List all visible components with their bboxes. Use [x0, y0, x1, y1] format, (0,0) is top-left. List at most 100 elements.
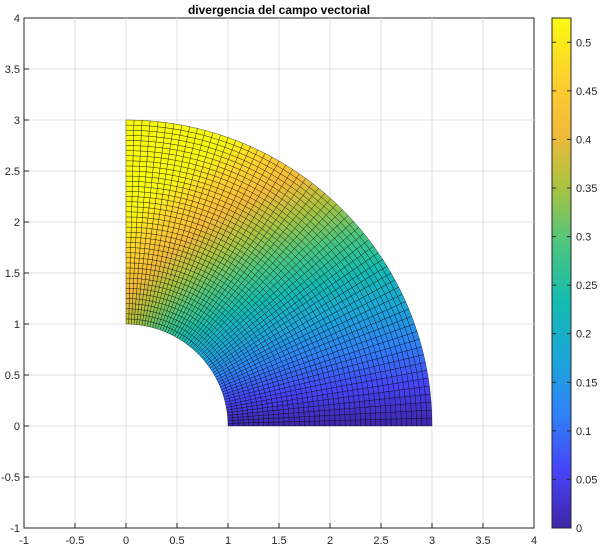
surface-cell [319, 410, 325, 417]
surface-cell [411, 418, 417, 427]
surface-cell [140, 237, 146, 244]
surface-cell [395, 411, 402, 420]
surface-cell [142, 263, 148, 270]
surface-cell [383, 391, 390, 400]
surface-cell [349, 407, 356, 415]
surface-cell [132, 150, 141, 157]
surface-cell [144, 186, 152, 193]
surface-cell [375, 412, 382, 420]
surface-cell [368, 393, 375, 401]
surface-cell [125, 257, 131, 264]
colorbar-tick-label: 0.2 [576, 329, 591, 341]
surface-cell [323, 399, 330, 406]
surface-cell [390, 411, 397, 420]
surface-cell [323, 404, 330, 411]
surface-cell [319, 415, 326, 422]
surface-cell [125, 186, 133, 192]
surface-cell [130, 252, 136, 259]
surface-cell [298, 411, 305, 418]
surface-cell [380, 405, 386, 413]
surface-cell [313, 405, 320, 412]
surface-cell [419, 394, 427, 403]
surface-cell [283, 408, 289, 414]
surface-cell [288, 417, 295, 422]
surface-cell [139, 252, 145, 259]
surface-cell [133, 130, 142, 136]
surface-cell [322, 393, 329, 401]
surface-cell [298, 407, 305, 413]
surface-cell [143, 191, 151, 198]
surface-cell [153, 156, 162, 164]
surface-cell [144, 238, 151, 245]
surface-cell [360, 413, 366, 421]
surface-cell [263, 422, 269, 427]
surface-cell [268, 418, 275, 423]
surface-cell [125, 119, 135, 126]
colorbar-tick-label: 0 [576, 523, 582, 535]
surface-cell [125, 211, 132, 218]
surface-cell [131, 191, 139, 197]
surface-cell [129, 277, 134, 284]
surface-cell [125, 206, 132, 213]
surface-cell [147, 217, 154, 224]
surface-cell [293, 412, 300, 418]
surface-cell [131, 303, 136, 310]
surface-cell [298, 416, 305, 422]
surface-cell [134, 262, 139, 269]
surface-cell [125, 201, 133, 207]
surface-cell [149, 192, 157, 199]
surface-cell [370, 419, 377, 427]
surface-cell [379, 398, 386, 407]
surface-cell [131, 186, 139, 192]
surface-cell [365, 419, 371, 427]
surface-cell [125, 150, 134, 156]
surface-cell [308, 406, 315, 412]
surface-cell [147, 258, 153, 266]
surface-cell [332, 392, 339, 399]
surface-cell [139, 247, 145, 254]
surface-cell [410, 403, 417, 412]
surface-cell [146, 156, 155, 163]
surface-cell [338, 402, 345, 410]
surface-cell [139, 242, 146, 249]
surface-cell [147, 146, 156, 153]
colorbar-tick-label: 0.35 [576, 183, 597, 195]
surface-cell [133, 278, 138, 284]
surface-cell [148, 130, 158, 138]
surface-cell [297, 402, 304, 409]
surface-cell [148, 202, 156, 209]
surface-cell [252, 415, 259, 420]
surface-cell [140, 145, 149, 152]
surface-cell [140, 140, 149, 147]
surface-cell [132, 181, 139, 187]
surface-cell [125, 181, 133, 187]
surface-cell [349, 413, 356, 421]
x-tick-label: 2.5 [373, 535, 388, 547]
surface-cell [136, 222, 143, 228]
y-tick-label: 2.5 [5, 166, 20, 178]
surface-cell [125, 293, 130, 299]
surface-cell [334, 420, 341, 427]
colorbar-tick-label: 0.05 [576, 474, 597, 486]
surface-cell [165, 122, 175, 129]
surface-cell [303, 406, 310, 413]
surface-cell [125, 242, 131, 248]
colorbar-tick-label: 0.3 [576, 232, 591, 244]
surface-cell [146, 161, 154, 168]
surface-cell [339, 414, 346, 421]
surface-cell [125, 145, 134, 151]
surface-cell [227, 420, 234, 424]
surface-cell [148, 136, 157, 143]
surface-cell [125, 247, 131, 253]
surface-cell [328, 403, 335, 411]
surface-cell [374, 399, 381, 407]
surface-cell [384, 398, 391, 406]
surface-cell [421, 410, 427, 419]
surface-cell [380, 412, 387, 420]
surface-cell [157, 121, 167, 128]
surface-cell [151, 172, 160, 179]
surface-cell [130, 232, 137, 238]
surface-cell [136, 288, 141, 295]
surface-cell [394, 397, 401, 405]
surface-cell [395, 404, 402, 413]
